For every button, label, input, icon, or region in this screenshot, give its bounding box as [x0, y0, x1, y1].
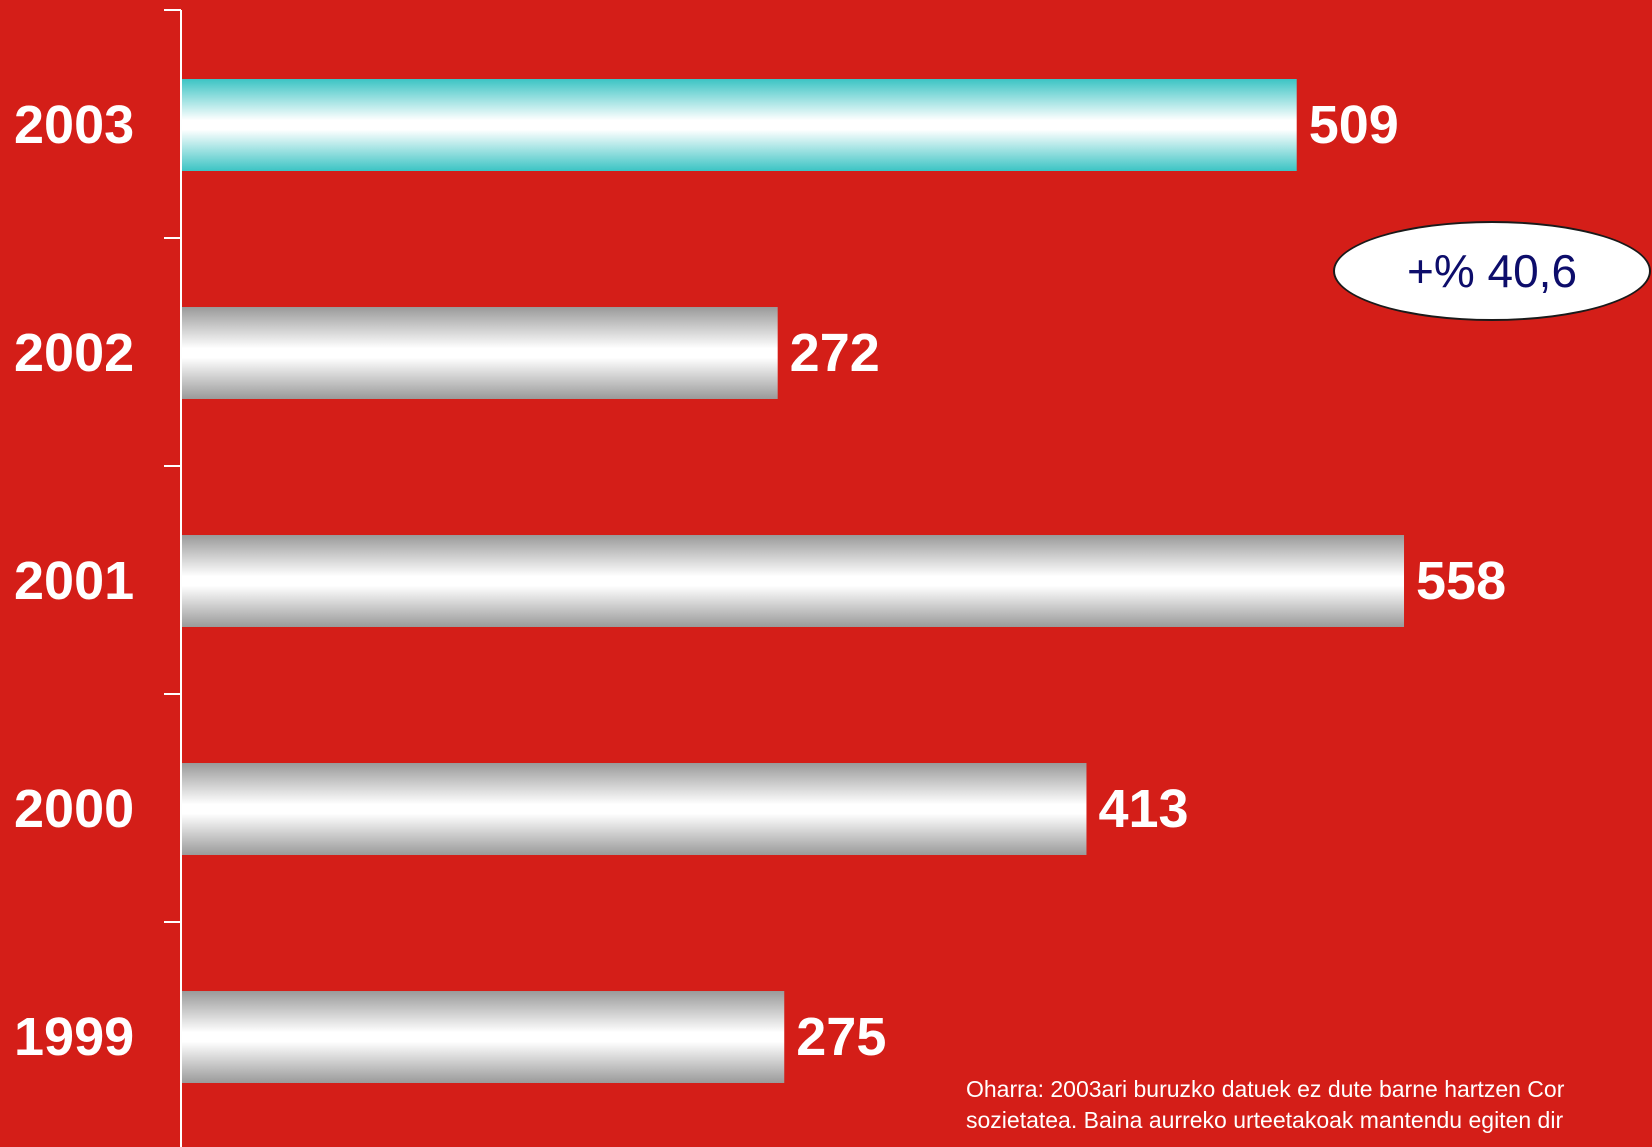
bar-2002: [182, 307, 778, 399]
bar-1999: [182, 991, 785, 1083]
bar-2003: [182, 79, 1297, 171]
category-label-2001: 2001: [14, 551, 135, 611]
bar-2001: [182, 535, 1405, 627]
value-label-2003: 509: [1308, 95, 1399, 155]
footnote: Oharra: 2003ari buruzko datuek ez dute b…: [966, 1076, 1565, 1133]
growth-callout-text: +% 40,6: [1406, 245, 1578, 297]
bar-2000: [182, 763, 1087, 855]
growth-callout: +% 40,6: [1333, 221, 1651, 321]
category-label-2000: 2000: [14, 779, 135, 839]
category-label-1999: 1999: [14, 1007, 135, 1067]
category-label-2002: 2002: [14, 323, 135, 383]
value-label-2001: 558: [1416, 551, 1507, 611]
value-label-1999: 275: [796, 1007, 887, 1067]
value-label-2002: 272: [789, 323, 880, 383]
value-label-2000: 413: [1098, 779, 1189, 839]
category-label-2003: 2003: [14, 95, 135, 155]
